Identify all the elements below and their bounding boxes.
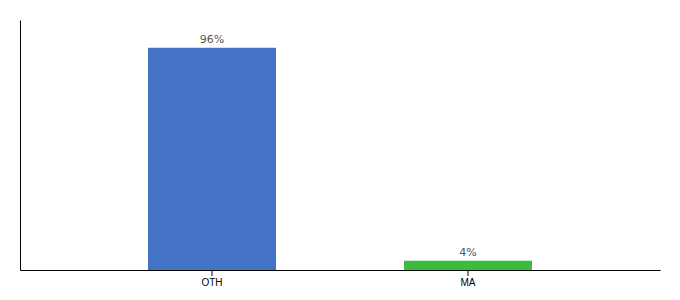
y-axis-line xyxy=(20,21,21,271)
x-tick-label: MA xyxy=(461,277,476,288)
y-axis xyxy=(20,21,21,271)
bar xyxy=(404,261,532,270)
x-tick-mark xyxy=(468,270,469,276)
chart: OTH MA 96% 4% xyxy=(0,0,680,300)
x-tick-label: OTH xyxy=(201,277,222,288)
bar xyxy=(148,48,276,270)
data-label: 96% xyxy=(200,33,224,46)
x-tick: OTH xyxy=(201,270,222,288)
data-labels: 96% 4% xyxy=(200,33,477,259)
plot: OTH MA 96% 4% xyxy=(21,21,661,289)
x-axis-line xyxy=(21,270,661,271)
data-label: 4% xyxy=(459,246,476,259)
x-axis: OTH MA xyxy=(21,270,661,288)
bars xyxy=(148,48,532,270)
x-tick-mark xyxy=(212,270,213,276)
x-tick: MA xyxy=(461,270,476,288)
